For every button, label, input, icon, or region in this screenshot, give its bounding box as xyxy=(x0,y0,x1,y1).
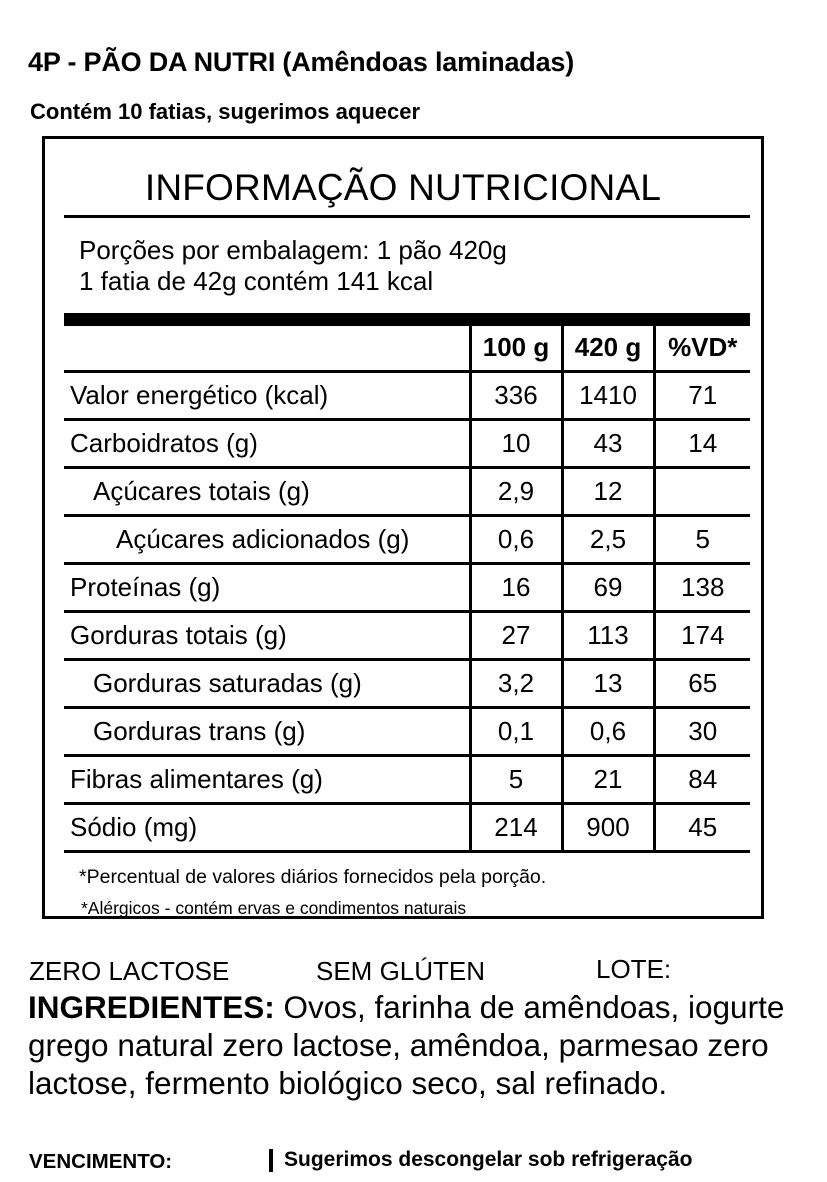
value-100g: 5 xyxy=(468,755,562,805)
nutrition-table-body: Valor energético (kcal) 336 1410 71 Carboidr… xyxy=(64,371,750,853)
ingredients-text: Ovos, farinha de amêndoas, iogurte grego… xyxy=(28,989,785,1101)
nutrition-heading: INFORMAÇÃO NUTRICIONAL xyxy=(144,167,662,208)
table-row: Gorduras totais (g) 27 113 174 xyxy=(64,611,750,661)
value-100g: 336 xyxy=(468,371,562,421)
value-100g: 2,9 xyxy=(468,467,562,517)
header-100g: 100 g xyxy=(468,325,562,373)
value-daily-percent: 14 xyxy=(652,419,750,469)
value-100g: 3,2 xyxy=(468,659,562,709)
nutrition-table: 100 g 420 g %VD* Valor energético (kcal)… xyxy=(64,325,750,853)
value-daily-percent: 65 xyxy=(652,659,750,709)
slice-calories: 1 fatia de 42g contém 141 kcal xyxy=(79,266,434,296)
header-420g: 420 g xyxy=(560,325,654,373)
table-row: Açúcares adicionados (g) 0,6 2,5 5 xyxy=(64,515,750,565)
table-row: Proteínas (g) 16 69 138 xyxy=(64,563,750,613)
nutrient-label: Valor energético (kcal) xyxy=(64,371,470,421)
value-daily-percent: 30 xyxy=(652,707,750,757)
value-daily-percent: 174 xyxy=(652,611,750,661)
value-daily-percent: 5 xyxy=(652,515,750,565)
nutrient-label: Gorduras saturadas (g) xyxy=(64,659,470,709)
value-100g: 214 xyxy=(468,803,562,853)
nutrition-facts-panel: INFORMAÇÃO NUTRICIONAL Porções por embal… xyxy=(42,136,764,919)
nutrient-label: Açúcares totais (g) xyxy=(64,467,470,517)
table-row: Sódio (mg) 214 900 45 xyxy=(64,803,750,853)
value-daily-percent: 84 xyxy=(652,755,750,805)
slices-note: Contém 10 fatias, sugerimos aquecer xyxy=(30,99,421,124)
servings-per-package: Porções por embalagem: 1 pão 420g xyxy=(79,235,507,265)
value-420g: 900 xyxy=(560,803,654,853)
value-420g: 21 xyxy=(560,755,654,805)
value-420g: 2,5 xyxy=(560,515,654,565)
value-daily-percent: 71 xyxy=(652,371,750,421)
value-daily-percent: 45 xyxy=(652,803,750,853)
nutrient-label: Carboidratos (g) xyxy=(64,419,470,469)
table-row: Fibras alimentares (g) 5 21 84 xyxy=(64,755,750,805)
ingredients-block: INGREDIENTES: Ovos, farinha de amêndoas,… xyxy=(28,988,808,1102)
header-label-cell xyxy=(64,325,470,373)
value-420g: 1410 xyxy=(560,371,654,421)
value-100g: 0,1 xyxy=(468,707,562,757)
nutrient-label: Proteínas (g) xyxy=(64,563,470,613)
heading-divider xyxy=(64,215,750,218)
expiry-label: VENCIMENTO: xyxy=(29,1150,173,1173)
table-row: Valor energético (kcal) 336 1410 71 xyxy=(64,371,750,421)
value-100g: 0,6 xyxy=(468,515,562,565)
lot-label: LOTE: xyxy=(596,954,672,984)
nutrient-label: Gorduras trans (g) xyxy=(64,707,470,757)
ingredients-label: INGREDIENTES: xyxy=(28,989,275,1025)
header-daily-value: %VD* xyxy=(652,325,750,373)
nutrient-label: Açúcares adicionados (g) xyxy=(64,515,470,565)
daily-value-footnote: *Percentual de valores diários fornecido… xyxy=(79,866,547,888)
gluten-free-label: SEM GLÚTEN xyxy=(316,956,486,986)
value-100g: 16 xyxy=(468,563,562,613)
value-420g: 69 xyxy=(560,563,654,613)
value-420g: 13 xyxy=(560,659,654,709)
footer-divider xyxy=(269,1149,273,1172)
table-row: Gorduras saturadas (g) 3,2 13 65 xyxy=(64,659,750,709)
value-100g: 10 xyxy=(468,419,562,469)
nutrient-label: Gorduras totais (g) xyxy=(64,611,470,661)
allergen-footnote: *Alérgicos - contém ervas e condimentos … xyxy=(81,898,467,918)
table-row: Açúcares totais (g) 2,9 12 xyxy=(64,467,750,517)
nutrient-label: Sódio (mg) xyxy=(64,803,470,853)
table-row: Gorduras trans (g) 0,1 0,6 30 xyxy=(64,707,750,757)
nutrient-label: Fibras alimentares (g) xyxy=(64,755,470,805)
zero-lactose-label: ZERO LACTOSE xyxy=(29,956,230,986)
product-title: 4P - PÃO DA NUTRI (Amêndoas laminadas) xyxy=(28,47,575,77)
value-daily-percent xyxy=(652,467,750,517)
value-420g: 12 xyxy=(560,467,654,517)
value-420g: 0,6 xyxy=(560,707,654,757)
value-420g: 43 xyxy=(560,419,654,469)
table-header-row: 100 g 420 g %VD* xyxy=(64,325,750,373)
storage-tip: Sugerimos descongelar sob refrigeração xyxy=(284,1148,693,1171)
value-420g: 113 xyxy=(560,611,654,661)
value-100g: 27 xyxy=(468,611,562,661)
thick-divider xyxy=(64,313,750,326)
value-daily-percent: 138 xyxy=(652,563,750,613)
table-row: Carboidratos (g) 10 43 14 xyxy=(64,419,750,469)
